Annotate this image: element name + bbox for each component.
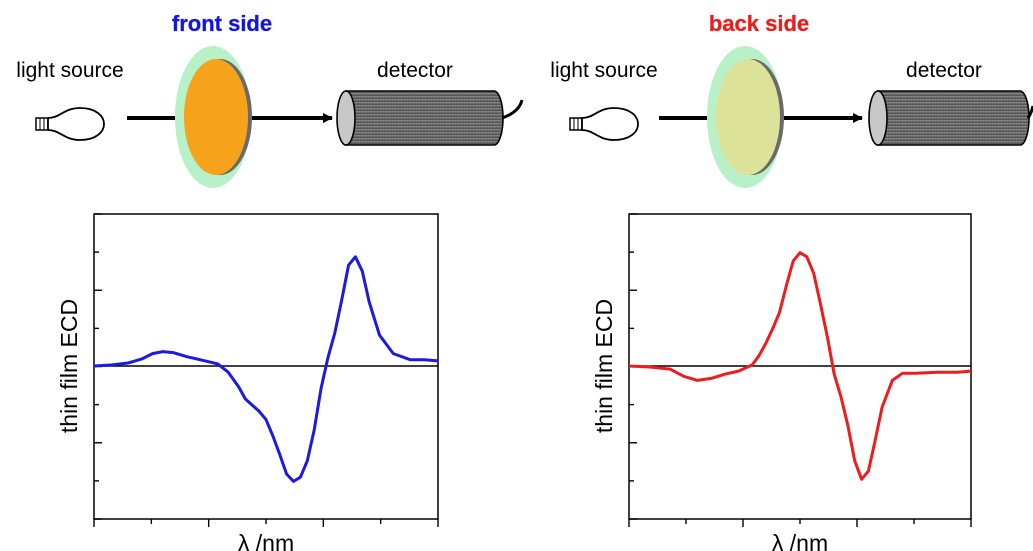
ecd-curve	[628, 251, 972, 481]
light-bulb-icon	[569, 107, 639, 141]
y-axis-label: thin film ECD	[591, 299, 617, 433]
x-axis-label: λ /nm	[238, 530, 294, 551]
ecd-chart-front: thin film ECD λ /nm	[56, 213, 439, 551]
light-source-label: light source	[550, 59, 657, 82]
detector-label: detector	[377, 59, 453, 82]
y-axis-label: thin film ECD	[56, 299, 82, 433]
x-axis-label: λ /nm	[772, 530, 828, 551]
thin-film-sample	[175, 46, 252, 188]
thin-film-sample	[707, 46, 784, 188]
panel-back: back side light source detector	[550, 11, 1033, 551]
ecd-curve	[93, 255, 439, 483]
detector-icon	[336, 90, 524, 146]
ecd-chart-back: thin film ECD λ /nm	[591, 213, 972, 551]
y-ticks	[629, 213, 637, 520]
detector-label: detector	[906, 59, 982, 82]
y-ticks	[94, 213, 102, 520]
x-ticks	[628, 519, 972, 527]
light-bulb-icon	[35, 107, 105, 141]
panel-title: front side	[172, 11, 272, 36]
film-coating	[716, 59, 780, 175]
light-source-label: light source	[16, 59, 123, 82]
detector-icon	[868, 90, 1033, 146]
x-ticks	[93, 519, 439, 527]
panel-front: front side light source detector	[16, 11, 524, 551]
film-coating	[184, 59, 248, 175]
panel-title: back side	[709, 11, 809, 36]
